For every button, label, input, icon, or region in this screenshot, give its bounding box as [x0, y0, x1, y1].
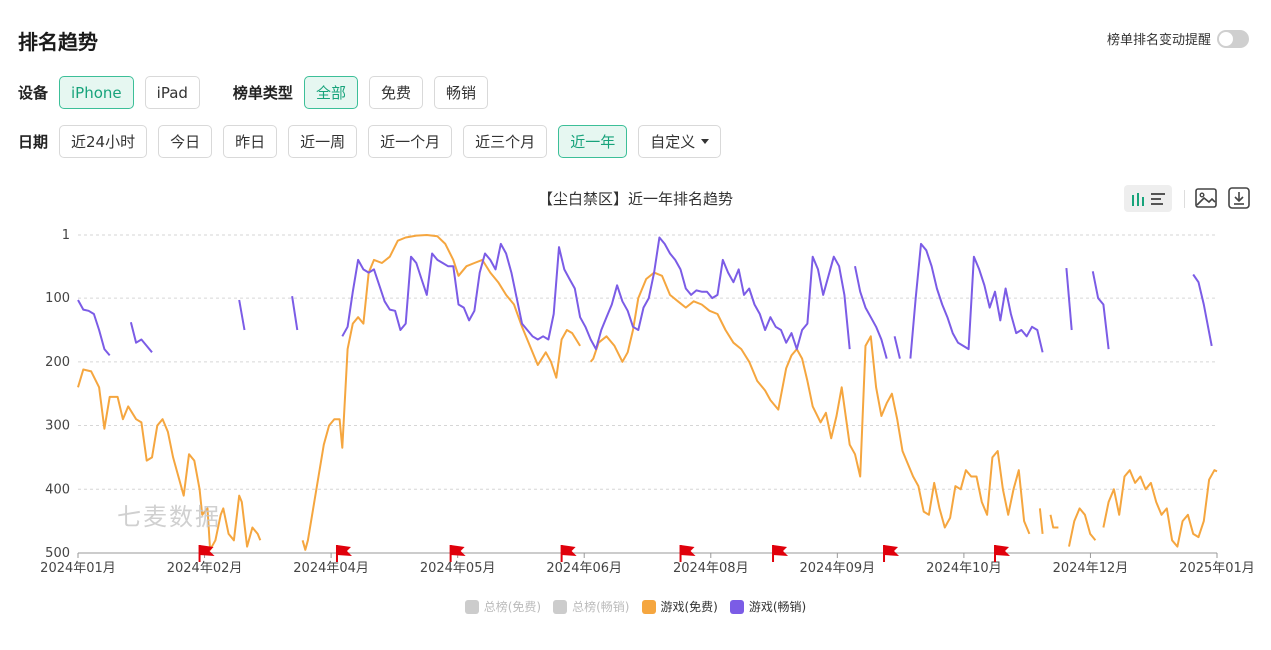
y-tick-label: 300 — [45, 419, 70, 434]
x-tick-label: 2024年08月 — [673, 561, 749, 576]
legend-swatch — [464, 599, 479, 614]
series-line — [1192, 273, 1213, 347]
y-tick-label: 100 — [45, 291, 70, 306]
y-tick-label: 500 — [45, 546, 70, 561]
x-tick-label: 2024年06月 — [546, 561, 622, 576]
image-icon[interactable] — [1194, 186, 1218, 210]
series-line — [1068, 507, 1097, 547]
y-tick-label: 400 — [45, 482, 70, 497]
event-flag-icon[interactable] — [560, 545, 577, 562]
chart-title: 【尘白禁区】近一年排名趋势 — [537, 190, 733, 208]
series-line — [854, 266, 888, 359]
series-line — [129, 322, 153, 353]
view-toggle — [1124, 185, 1172, 212]
device-label: 设备 — [18, 84, 49, 102]
date-filter-row: 日期 近24小时 今日 昨日 近一周 近一个月 近三个月 近一年 自定义 — [18, 125, 732, 158]
series-line — [589, 271, 1031, 535]
x-tick-label: 2025年01月 — [1179, 561, 1255, 576]
date-option-24h[interactable]: 近24小时 — [59, 125, 148, 158]
chart-type-label: 榜单类型 — [232, 84, 293, 102]
series-line — [893, 336, 901, 359]
device-option-iphone[interactable]: iPhone — [59, 76, 134, 109]
watermark: 七麦数据 — [117, 503, 221, 531]
x-tick-label: 2024年01月 — [40, 561, 116, 576]
date-custom-dropdown[interactable]: 自定义 — [638, 125, 722, 158]
date-option-today[interactable]: 今日 — [158, 125, 213, 158]
caret-down-icon — [701, 139, 710, 144]
chart-type-option-free[interactable]: 免费 — [368, 76, 423, 109]
series-line — [341, 236, 851, 351]
series-line — [909, 242, 1044, 359]
y-tick-label: 200 — [45, 355, 70, 370]
series-line — [238, 299, 246, 331]
legend-total-grossing[interactable]: 总榜(畅销) — [553, 598, 630, 615]
list-icon[interactable] — [1149, 190, 1167, 208]
x-tick-label: 2024年05月 — [420, 561, 496, 576]
date-option-3months[interactable]: 近三个月 — [463, 125, 548, 158]
event-flag-icon[interactable] — [772, 545, 789, 562]
x-tick-label: 2024年09月 — [800, 561, 876, 576]
device-filter-row: 设备 iPhone iPad 榜单类型 全部 免费 畅销 — [18, 76, 499, 109]
bar-chart-icon[interactable] — [1129, 190, 1147, 208]
event-flag-icon[interactable] — [449, 545, 466, 562]
rank-alert-label: 榜单排名变动提醒 — [1106, 33, 1211, 48]
date-option-month[interactable]: 近一个月 — [368, 125, 453, 158]
rank-alert-setting: 榜单排名变动提醒 — [1107, 29, 1249, 48]
series-line — [1049, 514, 1059, 529]
series-line — [301, 234, 581, 551]
date-option-yesterday[interactable]: 昨日 — [223, 125, 278, 158]
legend-game-free[interactable]: 游戏(免费) — [641, 598, 718, 615]
chart-legend: 总榜(免费) 总榜(畅销) 游戏(免费) 游戏(畅销) — [0, 598, 1271, 615]
event-flag-icon[interactable] — [679, 545, 696, 562]
event-flag-icon[interactable] — [198, 545, 215, 562]
series-line — [1038, 508, 1044, 535]
date-option-year[interactable]: 近一年 — [558, 125, 628, 158]
series-line — [1091, 271, 1110, 350]
chart-type-option-all[interactable]: 全部 — [303, 76, 358, 109]
series-line — [1102, 469, 1218, 548]
page-title: 排名趋势 — [18, 30, 98, 54]
event-flag-icon[interactable] — [883, 545, 900, 562]
toolbar-divider — [1184, 190, 1185, 208]
event-flag-icon[interactable] — [994, 545, 1011, 562]
date-label: 日期 — [18, 133, 49, 151]
series-line — [291, 296, 299, 331]
y-tick-label: 1 — [62, 228, 70, 243]
series-line — [77, 368, 262, 551]
x-tick-label: 2024年04月 — [293, 561, 369, 576]
legend-swatch — [729, 599, 744, 614]
x-tick-label: 2024年12月 — [1053, 561, 1129, 576]
download-icon[interactable] — [1227, 186, 1251, 210]
rank-alert-toggle[interactable] — [1217, 29, 1249, 48]
legend-total-free[interactable]: 总榜(免费) — [464, 598, 541, 615]
date-custom-label: 自定义 — [650, 133, 696, 151]
legend-swatch — [641, 599, 656, 614]
date-option-week[interactable]: 近一周 — [288, 125, 358, 158]
device-option-ipad[interactable]: iPad — [144, 76, 200, 109]
x-tick-label: 2024年02月 — [167, 561, 243, 576]
x-tick-label: 2024年10月 — [926, 561, 1002, 576]
series-line — [1065, 268, 1073, 331]
event-flag-icon[interactable] — [335, 545, 352, 562]
series-line — [77, 299, 111, 357]
legend-game-grossing[interactable]: 游戏(畅销) — [729, 598, 806, 615]
chart-type-option-grossing[interactable]: 畅销 — [433, 76, 488, 109]
legend-swatch — [553, 599, 568, 614]
